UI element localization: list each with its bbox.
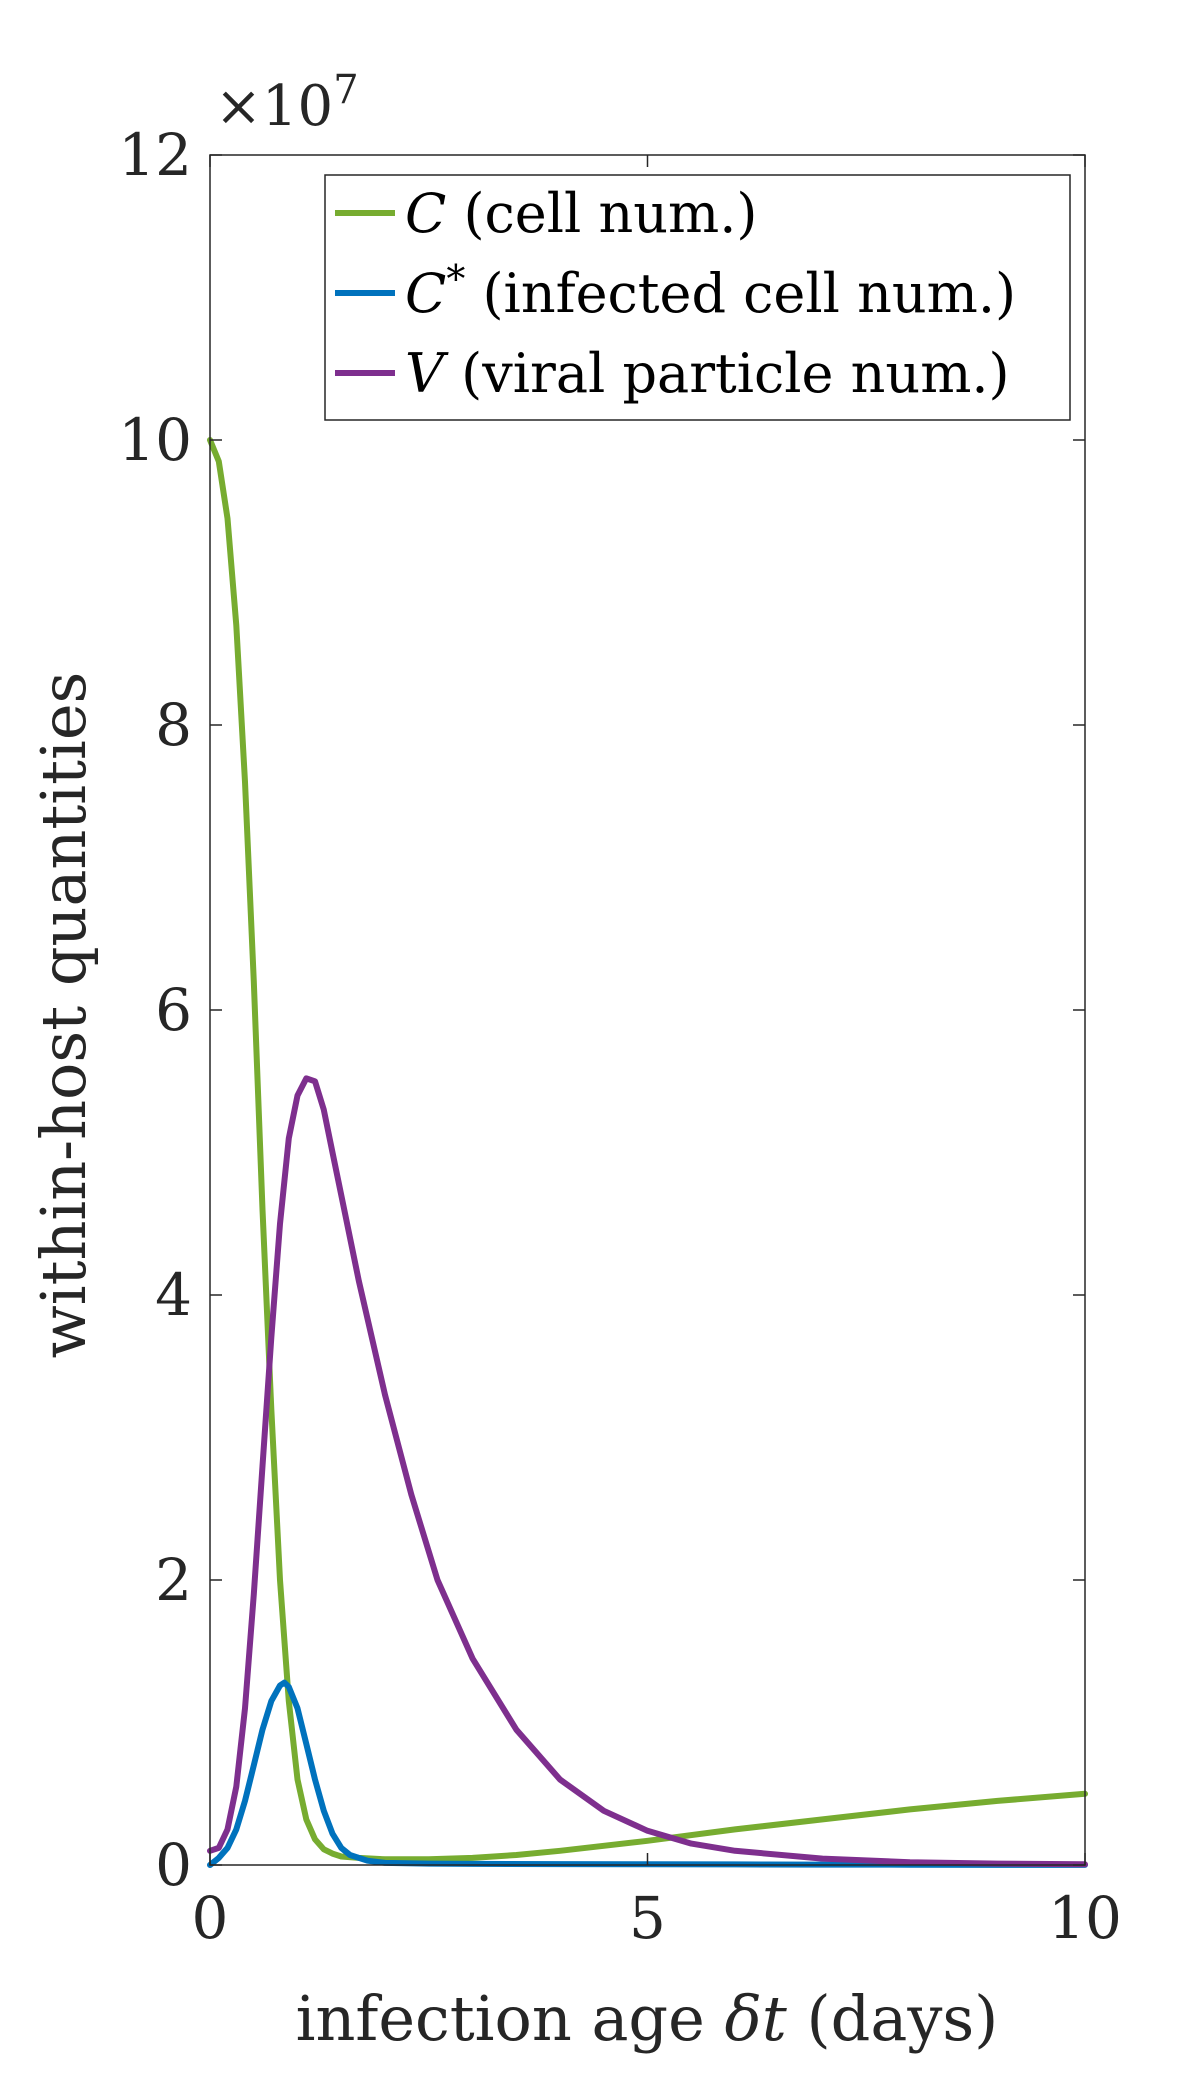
legend-entry-c-star: C* (infected cell num.) [335,257,1016,325]
legend-label-v: V (viral particle num.) [405,342,1010,405]
plot-background [210,155,1085,1865]
series-line-v [207,1075,1088,1868]
legend-label-c: C (cell num.) [405,182,757,245]
x-axis-label: infection age δt (days) [296,1982,999,2055]
y-axis-label: within-host quantities [27,672,100,1359]
y-tick-labels: 0 2 4 6 8 10 12 [118,121,192,1899]
y-tick-label: 4 [155,1261,192,1329]
y-tick-label: 8 [155,691,192,759]
y-tick-label: 10 [118,406,192,474]
series-line-c [207,437,1088,1863]
y-tick-label: 2 [155,1546,192,1614]
legend: C (cell num.) C* (infected cell num.) V … [324,174,1071,421]
x-tick-label: 5 [629,1884,666,1952]
legend-entry-c: C (cell num.) [335,182,757,245]
legend-box [324,174,1071,421]
legend-label-c-star: C* (infected cell num.) [405,257,1016,325]
y-tick-label: 0 [155,1831,192,1899]
y-tick-label: 6 [155,976,192,1044]
x-tick-label: 0 [192,1884,229,1952]
y-tick-label: 12 [118,121,192,189]
y-axis-multiplier: ×107 [215,67,359,139]
x-tick-labels: 0 5 10 [192,1884,1122,1952]
x-tick-label: 10 [1048,1884,1122,1952]
axes [209,154,1086,1866]
legend-entry-v: V (viral particle num.) [335,342,1010,405]
